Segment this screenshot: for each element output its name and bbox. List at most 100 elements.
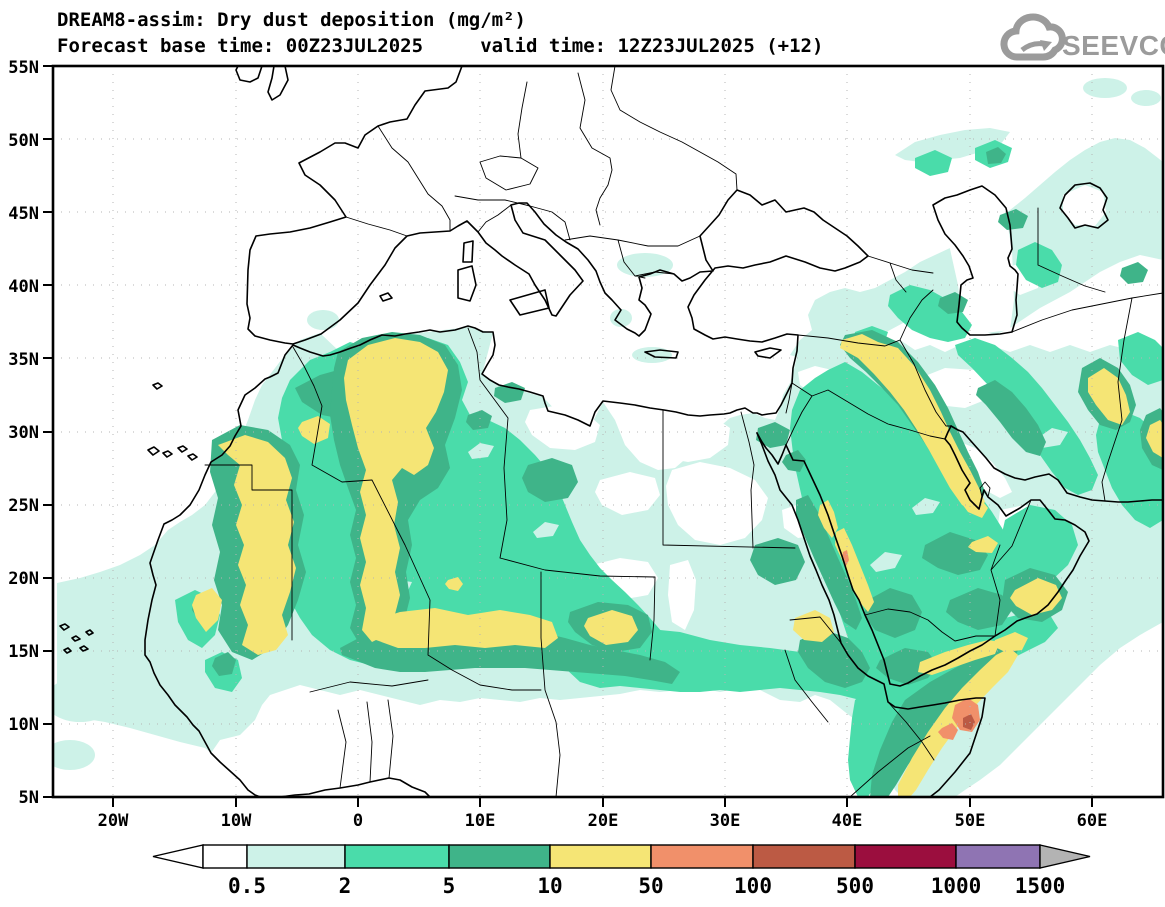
dust-region: [298, 416, 330, 444]
cloud-icon: [1000, 13, 1066, 61]
lon-tick-label: 50E: [955, 811, 986, 831]
dust-region: [998, 209, 1028, 230]
colorbar-segment: [202, 844, 248, 869]
dust-region: [494, 382, 525, 403]
lat-tick-label: 5N: [19, 788, 39, 808]
lon-tick-marks: [112, 797, 1093, 807]
dust-region: [888, 285, 972, 342]
coastline-small-islands: [59, 382, 198, 654]
seevccc-logo: SEEVCCC: [1000, 13, 1165, 61]
dust-layer-100-500: [963, 714, 975, 730]
dust-hole: [666, 462, 768, 545]
dust-hole: [870, 552, 902, 572]
coastlines: [59, 66, 1163, 797]
dust-region: [1118, 332, 1163, 385]
dust-hole: [668, 560, 696, 630]
colorbar-label: 10: [537, 874, 562, 898]
borders-africa: [204, 327, 935, 797]
coastline-iran-gulf: [950, 425, 1163, 503]
dust-region: [192, 588, 222, 632]
dust-hole: [1040, 660, 1163, 797]
colorbar-label: 1000: [931, 874, 982, 898]
coastline-islands: [235, 66, 782, 359]
lat-tick-label: 30N: [8, 423, 39, 443]
dust-region: [782, 450, 806, 472]
colorbar-segment: [549, 844, 652, 869]
lat-tick-label: 40N: [8, 277, 39, 297]
logo-text: SEEVCCC: [1062, 30, 1165, 61]
lon-tick-label: 30E: [710, 811, 741, 831]
dust-region: [53, 678, 115, 722]
dust-region: [993, 632, 1028, 652]
dust-region: [610, 309, 632, 327]
dust-field: [53, 78, 1163, 797]
lon-tick-label: 40E: [832, 811, 863, 831]
colorbar-right-arrow: [1039, 844, 1091, 869]
dust-region: [934, 442, 988, 518]
dust-region: [522, 458, 578, 502]
dust-hole: [525, 405, 600, 450]
dust-region: [307, 310, 339, 330]
lon-tick-label: 60E: [1077, 811, 1108, 831]
dust-hole: [1063, 185, 1106, 226]
lat-tick-label: 25N: [8, 496, 39, 516]
dust-region: [895, 128, 1010, 162]
lat-tick-label: 10N: [8, 715, 39, 735]
colorbar-segment: [650, 844, 754, 869]
dust-region: [986, 147, 1006, 164]
colorbar-left-arrow: [152, 844, 204, 869]
dust-hole: [940, 190, 1014, 333]
dust-region: [1010, 578, 1062, 615]
country-borders: [204, 66, 1163, 797]
colorbar-segment: [448, 844, 551, 869]
coastline-sinai: [756, 432, 787, 465]
coastline-caspian: [932, 185, 1019, 336]
longitude-axis: 20W 10W 0 10E 20E 30E 40E 50E 60E: [98, 797, 1108, 831]
colorbar-label: 500: [836, 874, 874, 898]
dust-region: [750, 538, 805, 585]
dust-hole: [270, 692, 660, 797]
dust-region: [793, 610, 834, 642]
colorbar-segment: [246, 844, 346, 869]
dust-hole: [595, 472, 660, 515]
lat-tick-label: 20N: [8, 569, 39, 589]
cloud-arrow: [1040, 40, 1052, 51]
dust-region: [212, 652, 236, 676]
borders-middle-east: [785, 207, 1163, 642]
lon-tick-label: 10E: [465, 811, 496, 831]
colorbar-segment: [752, 844, 856, 869]
dust-region: [364, 608, 558, 648]
dust-region: [876, 648, 938, 685]
dust-region: [796, 495, 862, 630]
dust-region: [1143, 164, 1163, 200]
dust-region: [1131, 90, 1161, 106]
dust-region: [864, 588, 922, 638]
colorbar: 0.5 2 5 10 50 100 500 1000 1500: [152, 844, 1091, 898]
dust-region: [963, 714, 975, 730]
dust-hole: [640, 412, 730, 462]
lat-tick-label: 15N: [8, 642, 39, 662]
dust-region: [915, 150, 952, 176]
colorbar-segment: [344, 844, 450, 869]
page-title: DREAM8-assim: Dry dust deposition (mg/m²…: [57, 9, 526, 31]
dust-region: [1088, 368, 1130, 425]
colorbar-segment: [854, 844, 957, 869]
lon-tick-label: 20E: [588, 811, 619, 831]
cloud-swoosh: [1020, 41, 1045, 53]
lat-tick-label: 45N: [8, 204, 39, 224]
coastline-europe-africa: [144, 66, 869, 797]
dust-region: [938, 723, 958, 740]
borders-europe: [345, 66, 738, 279]
colorbar-label: 50: [638, 874, 663, 898]
dust-region: [466, 410, 492, 430]
coastline-redsea-africa: [756, 432, 986, 797]
dust-hole: [1055, 298, 1112, 335]
dust-region: [835, 528, 874, 612]
dust-region: [946, 588, 1012, 630]
dust-region: [1146, 420, 1163, 458]
dust-region: [756, 422, 790, 448]
colorbar-label: 100: [734, 874, 772, 898]
coastline-aral: [1059, 182, 1109, 229]
